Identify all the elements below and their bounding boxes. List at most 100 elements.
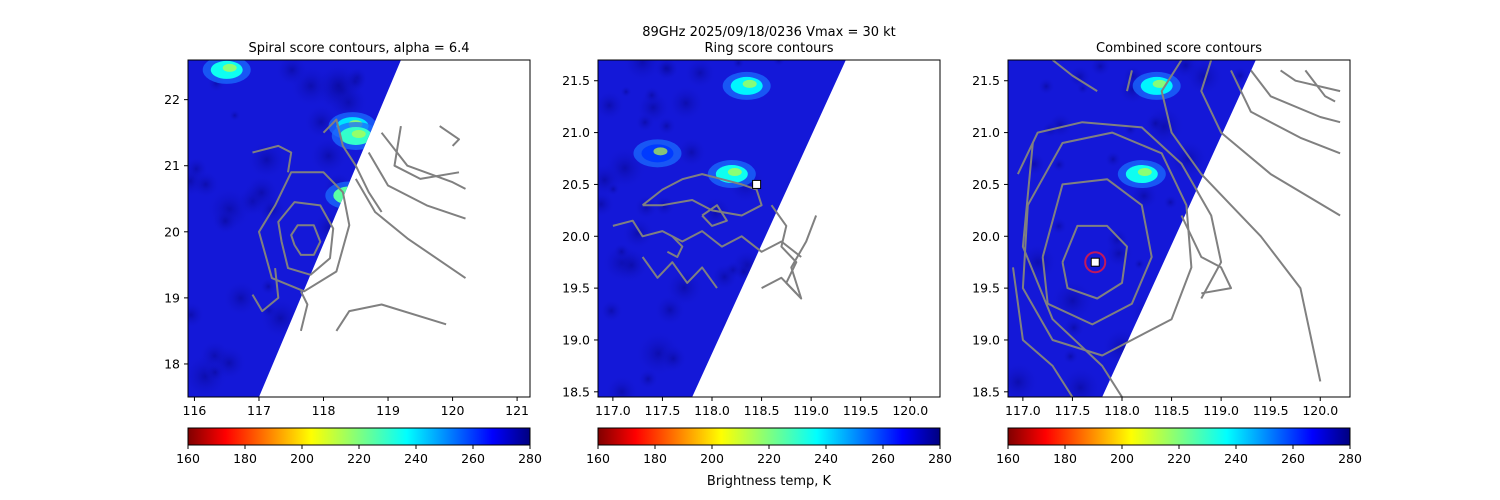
contour-line [1021,131,1193,357]
texture-spot [1133,257,1146,271]
y-tick-label: 20.5 [562,177,590,192]
contour-line [1200,60,1341,217]
texture-spot [303,104,339,140]
y-tick-label: 19.5 [562,281,590,296]
cold-cloud-spot [1132,71,1181,100]
contour-line [290,224,322,256]
contour-line [1250,69,1341,124]
contour-line [393,125,460,180]
plot-area [598,60,940,397]
colorbar: 160 180 200 220 240 260 280 [996,427,1362,466]
colorbar-tick-label: 200 [290,451,314,466]
contours [612,173,818,300]
contour-line [1021,142,1123,397]
panel-title: Combined score contours [1096,41,1262,56]
texture-spot [598,89,626,122]
texture-spot [683,60,717,90]
colorbar-gradient [597,427,941,446]
texture-spot [1162,194,1179,211]
colorbar: 160 180 200 220 240 260 280 [176,427,542,466]
contour-line [761,276,798,294]
contour-line [1012,267,1074,397]
x-tick-label: 116 [183,403,207,418]
texture-spot [653,60,679,81]
axes-frame [597,59,941,398]
y-tick-label: 21.5 [562,73,590,88]
texture-spot [1049,217,1068,236]
texture-spot [1058,365,1103,397]
texture-spot [664,267,705,308]
texture-spot [675,136,708,168]
colorbar-tick-label: 220 [757,451,781,466]
texture-spot [191,169,221,199]
cold-cloud-peak [1152,79,1167,88]
colorbar-gradient [187,427,531,446]
y-tick-label: 18.5 [562,384,590,399]
texture-spot [667,84,705,122]
y-tick-label: 19.0 [972,332,1000,347]
y-tick-label: 19.5 [972,281,1000,296]
colorbar-tick-label: 260 [461,451,485,466]
texture-spot [658,344,688,373]
contour-line [1180,215,1232,295]
center-circle-marker [1084,251,1107,274]
texture-spot [1062,348,1079,365]
texture-spot [243,174,280,211]
y-tick-label: 19.0 [562,332,590,347]
colorbar-gradient [1007,427,1351,446]
texture-spot [621,60,664,83]
texture-spot [1008,360,1040,397]
y-tick-label: 20.0 [562,229,590,244]
colorbar-tick-label: 200 [1110,451,1134,466]
x-tick-label: 117.5 [645,403,681,418]
texture-spot [259,277,278,296]
colorbar-tick-label: 280 [928,451,952,466]
contour-line [277,201,335,276]
texture-spot [710,262,739,292]
texture-spot [634,112,655,133]
texture-spot [731,60,746,70]
x-tick-label: 118.0 [1104,403,1140,418]
cold-cloud-peak [742,79,757,88]
contour-line [1016,121,1223,299]
axes-frame [187,59,531,398]
colorbar-tick-label: 220 [1167,451,1191,466]
texture-spot [621,216,655,251]
contour-line [641,173,763,217]
contour-line [1126,70,1133,92]
texture-spot [612,242,631,261]
contour-line [1160,60,1322,382]
y-tick-label: 18 [164,356,180,371]
cold-cloud-spot [633,139,682,168]
texture-spot [188,300,206,329]
panel-ring: Ring score contours 117.0 117.5 118.0 118.5 1… [562,41,952,466]
contour-line [252,144,293,173]
cold-cloud-spot [202,60,251,84]
contour-line [380,132,466,190]
texture-spot [633,194,659,220]
contour-line [299,290,309,332]
colorbar: 160 180 200 220 240 260 280 [586,427,952,466]
texture-spot [1104,227,1130,252]
texture-spot [1104,150,1122,169]
texture-spot [1122,121,1138,137]
axes-frame [1007,59,1351,398]
texture-spot [246,139,287,180]
x-tick-label: 118 [312,403,336,418]
cold-cloud-spot [707,160,756,189]
colorbar-tick-label: 200 [700,451,724,466]
colorbar-tick-label: 220 [347,451,371,466]
x-tick-label: 120.0 [892,403,928,418]
y-tick-label: 21.0 [972,125,1000,140]
texture-spot [642,86,661,105]
texture-spot [1051,156,1067,173]
colorbar-tick-label: 240 [404,451,428,466]
texture-spot [599,298,624,323]
contour-line [258,171,351,293]
contour-line [666,235,684,258]
panel-title: Spiral score contours, alpha = 6.4 [248,41,469,56]
contour-line [701,204,728,227]
center-square-marker [1090,257,1100,267]
contour-line [1051,60,1098,92]
x-tick-label: 119.0 [1203,403,1239,418]
